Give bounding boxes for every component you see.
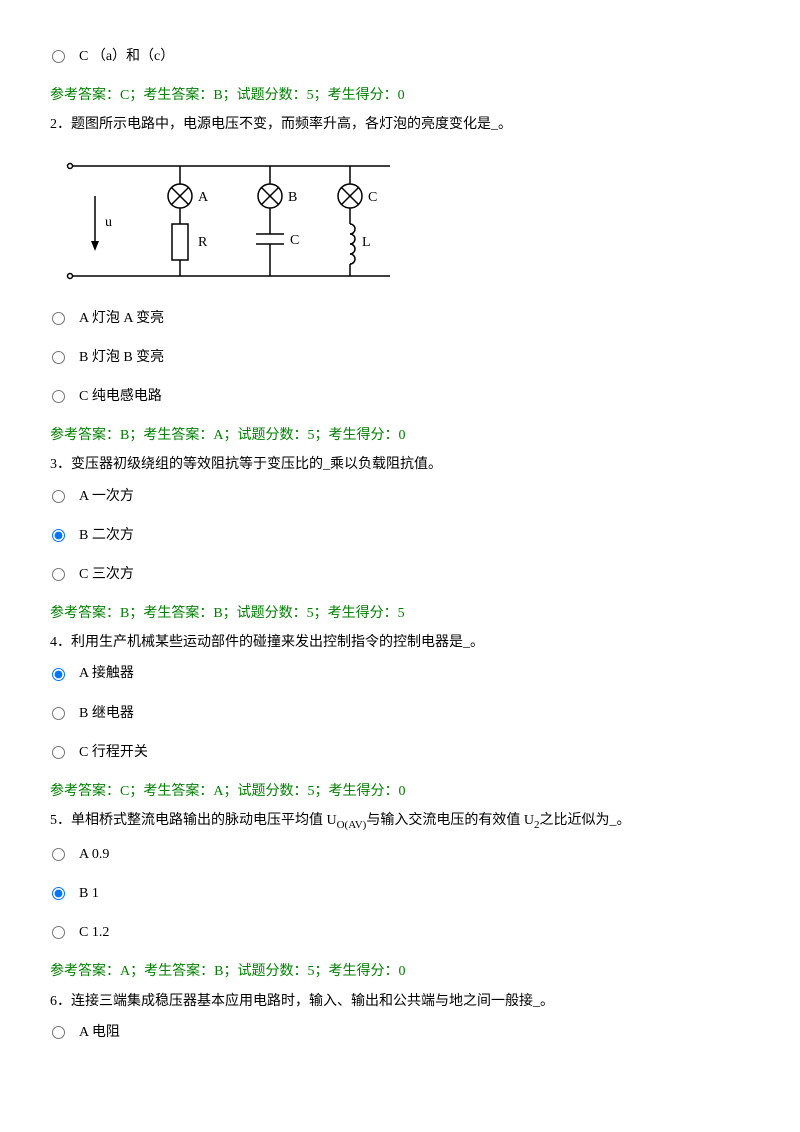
q5-option-c[interactable]: C 1.2 bbox=[50, 920, 750, 945]
svg-text:C: C bbox=[290, 233, 299, 248]
svg-text:C: C bbox=[368, 190, 377, 205]
q3-text: 3．变压器初级绕组的等效阻抗等于变压比的_乘以负载阻抗值。 bbox=[50, 452, 750, 477]
svg-text:L: L bbox=[362, 235, 371, 250]
q4-option-a[interactable]: A 接触器 bbox=[50, 661, 750, 686]
q2-option-c[interactable]: C 纯电感电路 bbox=[50, 384, 750, 409]
q3-optb-label: B 二次方 bbox=[79, 523, 134, 548]
q2-option-a[interactable]: A 灯泡 A 变亮 bbox=[50, 306, 750, 331]
q5-optb-label: B 1 bbox=[79, 881, 99, 906]
q6-option-a[interactable]: A 电阻 bbox=[50, 1020, 750, 1045]
svg-text:B: B bbox=[288, 190, 297, 205]
q1-radio-c[interactable] bbox=[52, 50, 65, 63]
q5-sub1: O(AV) bbox=[337, 819, 367, 831]
q4-answer: 参考答案：C；考生答案：A；试题分数：5；考生得分：0 bbox=[50, 779, 750, 804]
q1-option-c[interactable]: C （a）和（c） bbox=[50, 44, 750, 69]
circuit-diagram: u A R B C C L bbox=[50, 146, 410, 296]
q5-option-b[interactable]: B 1 bbox=[50, 881, 750, 906]
q6-radio-a[interactable] bbox=[52, 1026, 65, 1039]
q3-opta-label: A 一次方 bbox=[79, 484, 134, 509]
q4-radio-b[interactable] bbox=[52, 707, 65, 720]
q2-option-b[interactable]: B 灯泡 B 变亮 bbox=[50, 345, 750, 370]
q5-optc-label: C 1.2 bbox=[79, 920, 109, 945]
q2-optc-label: C 纯电感电路 bbox=[79, 384, 162, 409]
q4-optb-label: B 继电器 bbox=[79, 701, 134, 726]
q5-answer: 参考答案：A；考生答案：B；试题分数：5；考生得分：0 bbox=[50, 959, 750, 984]
svg-text:u: u bbox=[105, 215, 112, 230]
svg-text:R: R bbox=[198, 235, 208, 250]
q4-radio-a[interactable] bbox=[52, 668, 65, 681]
q4-opta-label: A 接触器 bbox=[79, 661, 134, 686]
q1-optc-label: C （a）和（c） bbox=[79, 44, 174, 69]
q1-answer: 参考答案：C；考生答案：B；试题分数：5；考生得分：0 bbox=[50, 83, 750, 108]
q3-option-a[interactable]: A 一次方 bbox=[50, 484, 750, 509]
q5-text-pre: 5．单相桥式整流电路输出的脉动电压平均值 U bbox=[50, 813, 337, 828]
q5-radio-b[interactable] bbox=[52, 887, 65, 900]
q2-radio-a[interactable] bbox=[52, 312, 65, 325]
q3-radio-b[interactable] bbox=[52, 529, 65, 542]
q5-text-post: 之比近似为_。 bbox=[539, 813, 630, 828]
q4-option-b[interactable]: B 继电器 bbox=[50, 701, 750, 726]
q5-text-mid: 与输入交流电压的有效值 U bbox=[366, 813, 534, 828]
q2-radio-c[interactable] bbox=[52, 390, 65, 403]
q4-optc-label: C 行程开关 bbox=[79, 740, 148, 765]
q5-text: 5．单相桥式整流电路输出的脉动电压平均值 UO(AV)与输入交流电压的有效值 U… bbox=[50, 808, 750, 836]
q4-radio-c[interactable] bbox=[52, 746, 65, 759]
q3-option-b[interactable]: B 二次方 bbox=[50, 523, 750, 548]
q2-optb-label: B 灯泡 B 变亮 bbox=[79, 345, 164, 370]
q6-opta-label: A 电阻 bbox=[79, 1020, 120, 1045]
q5-radio-a[interactable] bbox=[52, 848, 65, 861]
q5-opta-label: A 0.9 bbox=[79, 842, 109, 867]
q3-radio-c[interactable] bbox=[52, 568, 65, 581]
q3-option-c[interactable]: C 三次方 bbox=[50, 562, 750, 587]
q2-text: 2．题图所示电路中，电源电压不变，而频率升高，各灯泡的亮度变化是_。 bbox=[50, 112, 750, 137]
q5-option-a[interactable]: A 0.9 bbox=[50, 842, 750, 867]
q6-text: 6．连接三端集成稳压器基本应用电路时，输入、输出和公共端与地之间一般接_。 bbox=[50, 989, 750, 1014]
q3-radio-a[interactable] bbox=[52, 490, 65, 503]
q2-opta-label: A 灯泡 A 变亮 bbox=[79, 306, 164, 331]
q2-answer: 参考答案：B；考生答案：A；试题分数：5；考生得分：0 bbox=[50, 423, 750, 448]
svg-text:A: A bbox=[198, 190, 209, 205]
q5-radio-c[interactable] bbox=[52, 926, 65, 939]
q4-text: 4．利用生产机械某些运动部件的碰撞来发出控制指令的控制电器是_。 bbox=[50, 630, 750, 655]
q2-radio-b[interactable] bbox=[52, 351, 65, 364]
q4-option-c[interactable]: C 行程开关 bbox=[50, 740, 750, 765]
q3-answer: 参考答案：B；考生答案：B；试题分数：5；考生得分：5 bbox=[50, 601, 750, 626]
q3-optc-label: C 三次方 bbox=[79, 562, 134, 587]
